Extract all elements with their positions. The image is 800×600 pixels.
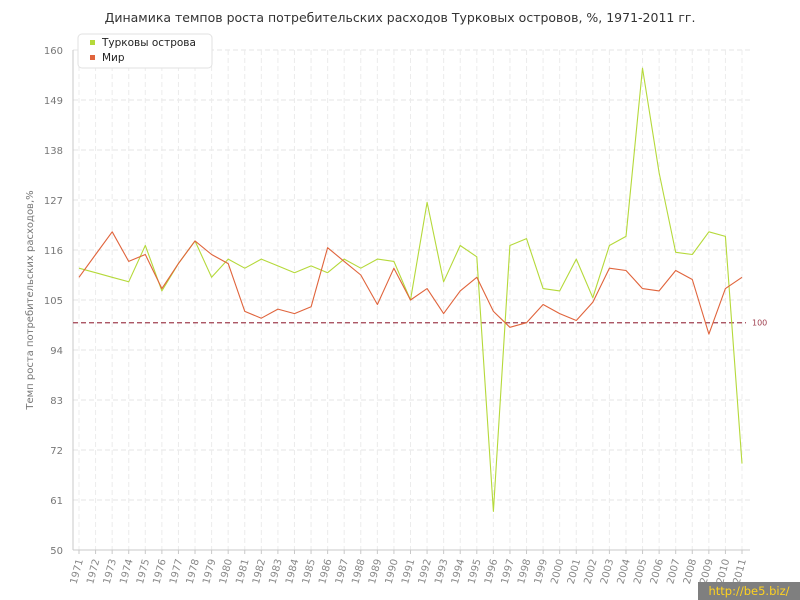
x-tick-label: 1972 (85, 558, 102, 585)
x-tick-label: 2005 (632, 558, 649, 585)
x-tick-label: 2004 (616, 558, 633, 585)
y-tick-label: 160 (44, 46, 63, 57)
x-tick-label: 2006 (649, 558, 666, 585)
x-tick-label: 2001 (566, 558, 583, 585)
watermark: http://be5.biz/ (698, 582, 800, 600)
legend-swatch-1 (90, 55, 95, 60)
x-tick-label: 1982 (251, 558, 268, 585)
y-tick-label: 72 (50, 446, 63, 457)
x-tick-label: 1983 (268, 558, 285, 585)
x-tick-label: 2002 (583, 558, 600, 585)
x-tick-label: 1992 (417, 558, 434, 585)
y-tick-label: 94 (50, 346, 63, 357)
x-tick-label: 1993 (433, 558, 450, 585)
legend-label-0[interactable]: Турковы острова (101, 37, 196, 49)
y-tick-label: 138 (44, 146, 63, 157)
legend-box (77, 33, 213, 69)
y-tick-label: 61 (50, 496, 63, 507)
x-tick-label: 1991 (400, 558, 417, 585)
reference-line-label: 100 (752, 319, 767, 328)
series-line-1[interactable] (78, 231, 743, 335)
x-tick-labels: 1971 1972 1973 1974 1975 1976 1977 1978 1979 1980… (69, 558, 749, 585)
x-tick-label: 1997 (500, 558, 517, 585)
x-tick-label: 1999 (533, 558, 550, 585)
x-tick-label: 2007 (665, 558, 682, 585)
reference-line-group: 100 (73, 319, 767, 328)
x-tick-label: 1975 (135, 558, 152, 585)
x-tick-label: 1986 (317, 558, 334, 585)
legend[interactable]: Турковы острова Мир (77, 33, 213, 69)
x-tick-label: 1984 (284, 558, 301, 585)
series-group (78, 67, 743, 512)
x-tick-label: 1988 (350, 558, 367, 585)
x-tick-label: 1985 (301, 558, 318, 585)
chart-title: Динамика темпов роста потребительских ра… (105, 10, 696, 25)
x-tick-label: 2008 (682, 558, 699, 585)
x-tick-label: 1987 (334, 558, 351, 585)
x-tick-label: 1978 (185, 558, 202, 585)
x-tick-label: 2000 (549, 558, 566, 585)
y-tick-labels: 50 61 72 83 94 105 116 127 138 149 160 (44, 46, 63, 557)
x-tick-label: 1979 (201, 558, 218, 585)
legend-label-1[interactable]: Мир (102, 52, 125, 64)
x-tick-label: 1995 (466, 558, 483, 585)
x-tick-label: 1976 (152, 558, 169, 585)
x-tick-label: 1981 (234, 558, 251, 585)
y-tick-label: 105 (44, 296, 63, 307)
x-tick-label: 1990 (384, 558, 401, 585)
x-tick-label: 1971 (69, 558, 86, 585)
legend-swatch-0 (90, 40, 95, 45)
x-tick-label: 2003 (599, 558, 616, 585)
x-tick-label: 1974 (118, 558, 135, 585)
x-tick-label: 1980 (218, 558, 235, 585)
x-tick-label: 1996 (483, 558, 500, 585)
x-tick-label: 1994 (450, 558, 467, 585)
x-tick-label: 1973 (102, 558, 119, 585)
y-tick-label: 116 (44, 246, 63, 257)
x-tick-label: 1977 (168, 558, 185, 585)
y-tick-label: 50 (50, 546, 63, 557)
grid (73, 49, 750, 554)
y-tick-label: 127 (44, 196, 63, 207)
x-tick-label: 1989 (367, 558, 384, 585)
y-tick-label: 149 (44, 96, 63, 107)
y-axis-label: Темп роста потребительских расходов,% (25, 190, 36, 410)
y-tick-label: 83 (50, 396, 63, 407)
x-tick-label: 1998 (516, 558, 533, 585)
